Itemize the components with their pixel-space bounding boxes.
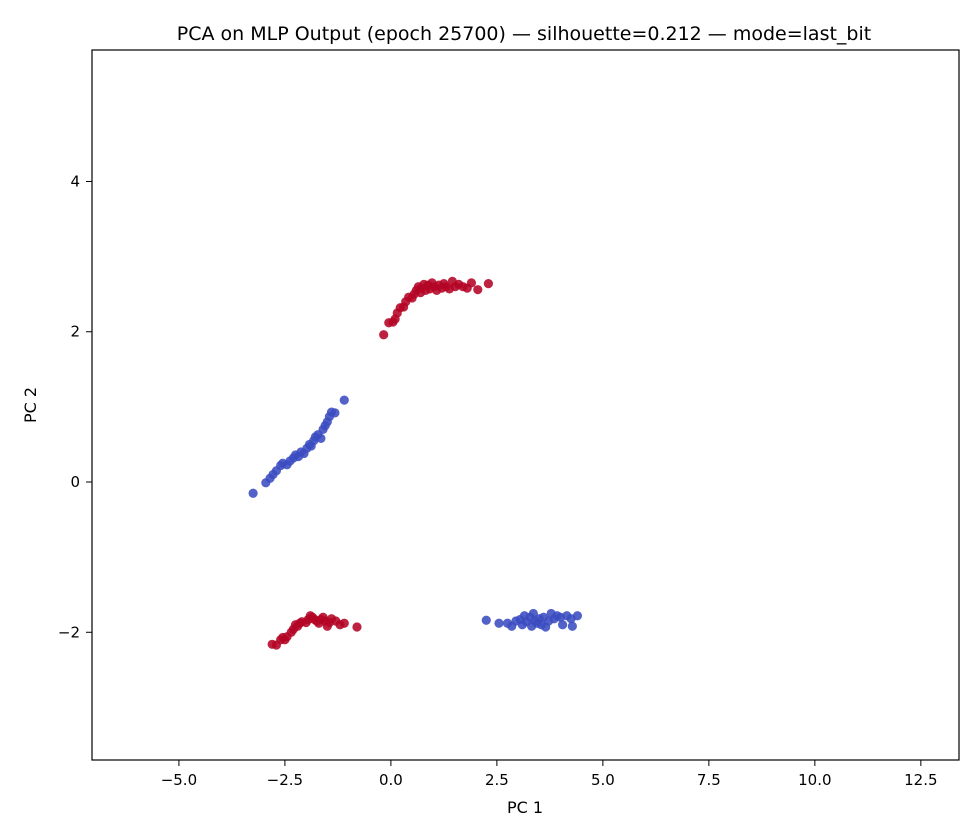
data-point xyxy=(481,615,491,625)
data-point xyxy=(528,608,538,619)
x-tick-label: 0.0 xyxy=(379,771,403,789)
data-point xyxy=(330,408,340,418)
y-axis-label: PC 2 xyxy=(21,387,40,423)
x-tick-label: 10.0 xyxy=(798,771,831,789)
data-point xyxy=(339,395,349,405)
x-tick-label: 2.5 xyxy=(485,771,509,789)
x-tick-label: 12.5 xyxy=(904,771,937,789)
data-point xyxy=(379,330,389,340)
data-point xyxy=(473,285,483,295)
data-point xyxy=(248,488,258,498)
data-point xyxy=(572,611,583,621)
data-point xyxy=(494,618,504,628)
x-tick-label: 7.5 xyxy=(697,771,721,789)
x-tick-label: −2.5 xyxy=(267,771,303,789)
y-tick-label: 0 xyxy=(70,473,80,491)
data-point xyxy=(558,620,568,630)
data-point xyxy=(483,279,493,289)
x-tick-label: 5.0 xyxy=(591,771,615,789)
y-axis: −2 0 2 4 xyxy=(58,172,92,641)
x-tick-label: −5.0 xyxy=(161,771,197,789)
y-tick-label: 4 xyxy=(70,172,80,190)
points-layer xyxy=(248,276,583,650)
data-point xyxy=(466,278,477,288)
x-axis-label: PC 1 xyxy=(507,798,543,817)
data-point xyxy=(339,618,349,628)
data-point xyxy=(316,433,326,444)
data-point xyxy=(352,622,362,632)
x-axis: −5.0 −2.5 0.0 2.5 5.0 7.5 10.0 12.5 xyxy=(161,760,938,789)
y-tick-label: −2 xyxy=(58,623,80,641)
data-point xyxy=(567,621,577,631)
chart-title: PCA on MLP Output (epoch 25700) — silhou… xyxy=(177,23,871,45)
y-tick-label: 2 xyxy=(70,323,80,341)
plot-area-frame xyxy=(91,49,960,761)
